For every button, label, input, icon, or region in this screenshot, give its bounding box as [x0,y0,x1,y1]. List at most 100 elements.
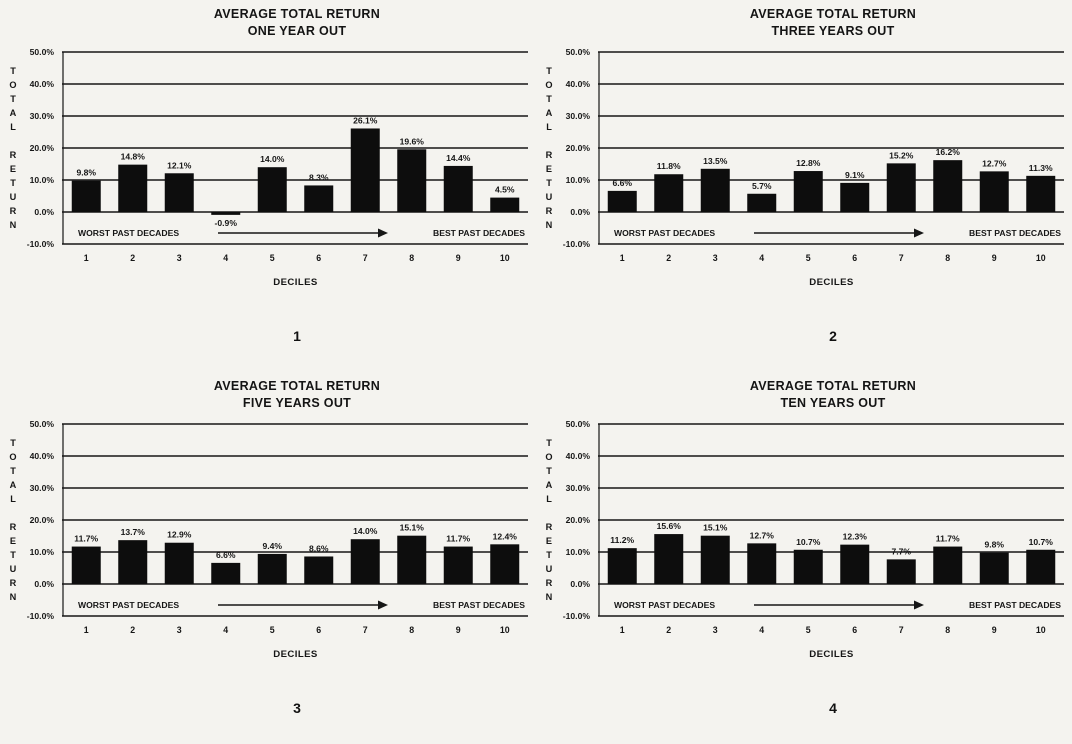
y-axis-title-letter: T [10,94,16,104]
y-axis-title-letter: R [10,206,17,216]
y-tick-label: 20.0% [566,515,591,525]
y-axis-title-letter: U [546,564,553,574]
x-tick-label: 9 [456,253,461,263]
bar-value-label: -0.9% [215,218,238,228]
bar-value-label: 11.8% [657,161,681,171]
x-axis-title: DECILES [273,277,318,288]
y-axis-title-letter: E [546,164,552,174]
bar-value-labels: 11.7% 13.7% 12.9% 6.6% 9.4% 8.6% 14.0% 15.1% 11.… [74,523,517,560]
bar-value-label: 11.7% [446,534,470,544]
y-axis-title-letter: T [546,94,552,104]
bar-value-label: 19.6% [400,136,425,146]
x-tick-label: 5 [806,253,811,263]
bar [397,535,427,584]
y-axis-title-letter: N [10,592,17,602]
annotation-worst: WORST PAST DECADES [78,600,179,610]
bars [71,128,520,215]
y-axis-title-letter: L [546,122,552,132]
x-tick-label: 3 [713,625,718,635]
bar [211,562,241,584]
bar [840,544,870,584]
bar [490,544,520,584]
annotation-worst: WORST PAST DECADES [78,228,179,238]
x-tick-labels: 1 2 3 4 5 6 7 8 9 10 [620,253,1046,263]
y-axis-title-letter: R [546,206,553,216]
bar-value-label: 6.6% [216,550,236,560]
x-tick-label: 6 [316,625,321,635]
x-tick-label: 10 [1036,625,1046,635]
x-tick-label: 9 [456,625,461,635]
bar-value-label: 5.7% [752,181,772,191]
y-axis-title-letter: U [10,192,17,202]
y-tick-label: 10.0% [566,547,591,557]
bar-chart-one-year-out: 50.0%40.0%30.0%20.0%10.0%0.0%-10.0%TOTAL… [9,47,528,288]
bar [979,171,1009,212]
bar-value-label: 9.4% [262,541,282,551]
chart-title: AVERAGE TOTAL RETURN [749,379,917,393]
x-tick-label: 5 [270,625,275,635]
chart-title: AVERAGE TOTAL RETURN [213,7,381,21]
bar [350,539,380,584]
bar [700,535,730,584]
x-tick-label: 1 [84,253,89,263]
annotation-best: BEST PAST DECADES [969,600,1061,610]
bar [443,546,473,584]
y-axis-title-letter: T [546,66,552,76]
y-tick-label: 30.0% [30,111,55,121]
y-axis-title-letter: A [10,108,17,118]
bar-value-label: 14.4% [446,153,471,163]
x-tick-label: 2 [130,625,135,635]
x-axis-title: DECILES [809,277,854,288]
y-tick-labels: 50.0% 40.0% 30.0% 20.0% 10.0% 0.0% -10.0% [563,47,591,249]
x-tick-label: 9 [992,253,997,263]
bar [71,180,101,212]
x-tick-label: 4 [759,625,764,635]
y-axis-title-letter: R [546,578,553,588]
y-tick-label: 0.0% [34,207,54,217]
y-axis-title-letter: T [546,178,552,188]
y-axis-title-letter: N [546,592,553,602]
bar-value-label: 7.7% [891,546,911,556]
x-tick-label: 5 [270,253,275,263]
x-tick-labels: 1 2 3 4 5 6 7 8 9 10 [84,625,510,635]
bar [933,546,963,584]
bar [840,182,870,212]
x-tick-label: 1 [620,625,625,635]
x-tick-label: 1 [84,625,89,635]
annotation-best: BEST PAST DECADES [433,600,525,610]
bar-value-label: 12.3% [843,532,868,542]
y-axis-title-letter: T [10,66,16,76]
x-tick-label: 3 [177,625,182,635]
y-tick-label: 10.0% [30,175,55,185]
y-tick-labels: 50.0% 40.0% 30.0% 20.0% 10.0% 0.0% -10.0% [27,47,55,249]
bar-value-label: 4.5% [495,185,515,195]
bar-value-label: 9.1% [845,170,865,180]
x-axis-title: DECILES [809,649,854,660]
bar [1026,175,1056,212]
y-tick-label: 50.0% [566,47,591,57]
bar-value-label: 12.8% [796,158,821,168]
x-tick-label: 4 [223,253,228,263]
chart-title: AVERAGE TOTAL RETURN [749,7,917,21]
bar [747,543,777,584]
x-tick-label: 2 [666,625,671,635]
bar [164,542,194,584]
y-tick-label: 20.0% [30,515,55,525]
bar-value-label: 11.7% [74,534,98,544]
bar-value-label: 15.6% [657,521,682,531]
x-tick-label: 7 [363,625,368,635]
chart-panel-ten-years-out: AVERAGE TOTAL RETURN TEN YEARS OUT 50.0%… [536,372,1072,744]
bar [211,212,241,215]
bar [397,149,427,212]
chart-panel-five-years-out: AVERAGE TOTAL RETURN FIVE YEARS OUT 50.0… [0,372,536,744]
bar-value-label: 15.1% [703,523,728,533]
bar-value-label: 6.6% [612,178,632,188]
chart-panel-three-years-out: AVERAGE TOTAL RETURN THREE YEARS OUT 50.… [536,0,1072,372]
y-tick-label: 50.0% [566,419,591,429]
y-axis-title-letter: E [10,164,16,174]
bar [886,559,916,584]
bar [350,128,380,212]
gridlines [598,51,1064,245]
